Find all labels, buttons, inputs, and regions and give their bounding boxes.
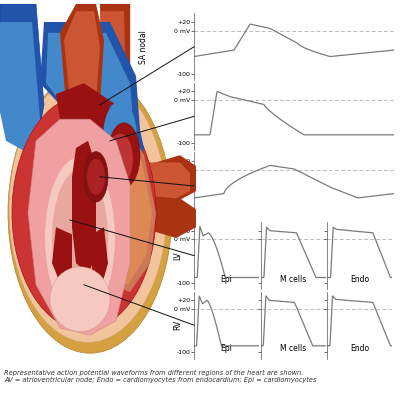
Polygon shape <box>100 11 126 94</box>
Polygon shape <box>104 141 152 285</box>
Text: M cells: M cells <box>280 344 306 354</box>
Ellipse shape <box>9 76 167 342</box>
Ellipse shape <box>107 134 133 184</box>
Polygon shape <box>64 11 100 101</box>
Polygon shape <box>72 141 96 274</box>
Polygon shape <box>28 119 130 335</box>
Text: Endo: Endo <box>350 275 370 284</box>
Text: SA nodal: SA nodal <box>140 30 148 64</box>
Text: Epi: Epi <box>220 344 232 354</box>
Text: LV: LV <box>173 251 182 260</box>
Polygon shape <box>92 227 108 292</box>
Text: Representative action potential waveforms from different regions of the heart ar: Representative action potential waveform… <box>4 370 316 383</box>
Polygon shape <box>60 4 104 105</box>
Ellipse shape <box>108 123 140 188</box>
Polygon shape <box>46 33 134 155</box>
Ellipse shape <box>84 152 108 202</box>
Polygon shape <box>136 198 196 238</box>
Ellipse shape <box>52 170 108 306</box>
Ellipse shape <box>8 72 172 353</box>
Text: M cells: M cells <box>280 275 306 284</box>
Text: RV: RV <box>173 320 182 330</box>
Ellipse shape <box>12 96 156 330</box>
Polygon shape <box>40 22 140 155</box>
Ellipse shape <box>87 159 105 195</box>
Polygon shape <box>52 227 72 292</box>
Text: AV nodal: AV nodal <box>140 169 148 203</box>
Polygon shape <box>100 4 130 105</box>
Ellipse shape <box>50 267 110 332</box>
Text: Atrial: Atrial <box>140 106 148 127</box>
Text: Endo: Endo <box>350 344 370 354</box>
Text: Epi: Epi <box>220 275 232 284</box>
Ellipse shape <box>45 157 115 319</box>
Polygon shape <box>136 162 190 198</box>
Polygon shape <box>56 83 124 155</box>
Ellipse shape <box>103 101 137 173</box>
Polygon shape <box>0 4 44 148</box>
Polygon shape <box>136 155 196 202</box>
Polygon shape <box>0 22 40 155</box>
Polygon shape <box>100 130 156 292</box>
Polygon shape <box>104 105 144 177</box>
